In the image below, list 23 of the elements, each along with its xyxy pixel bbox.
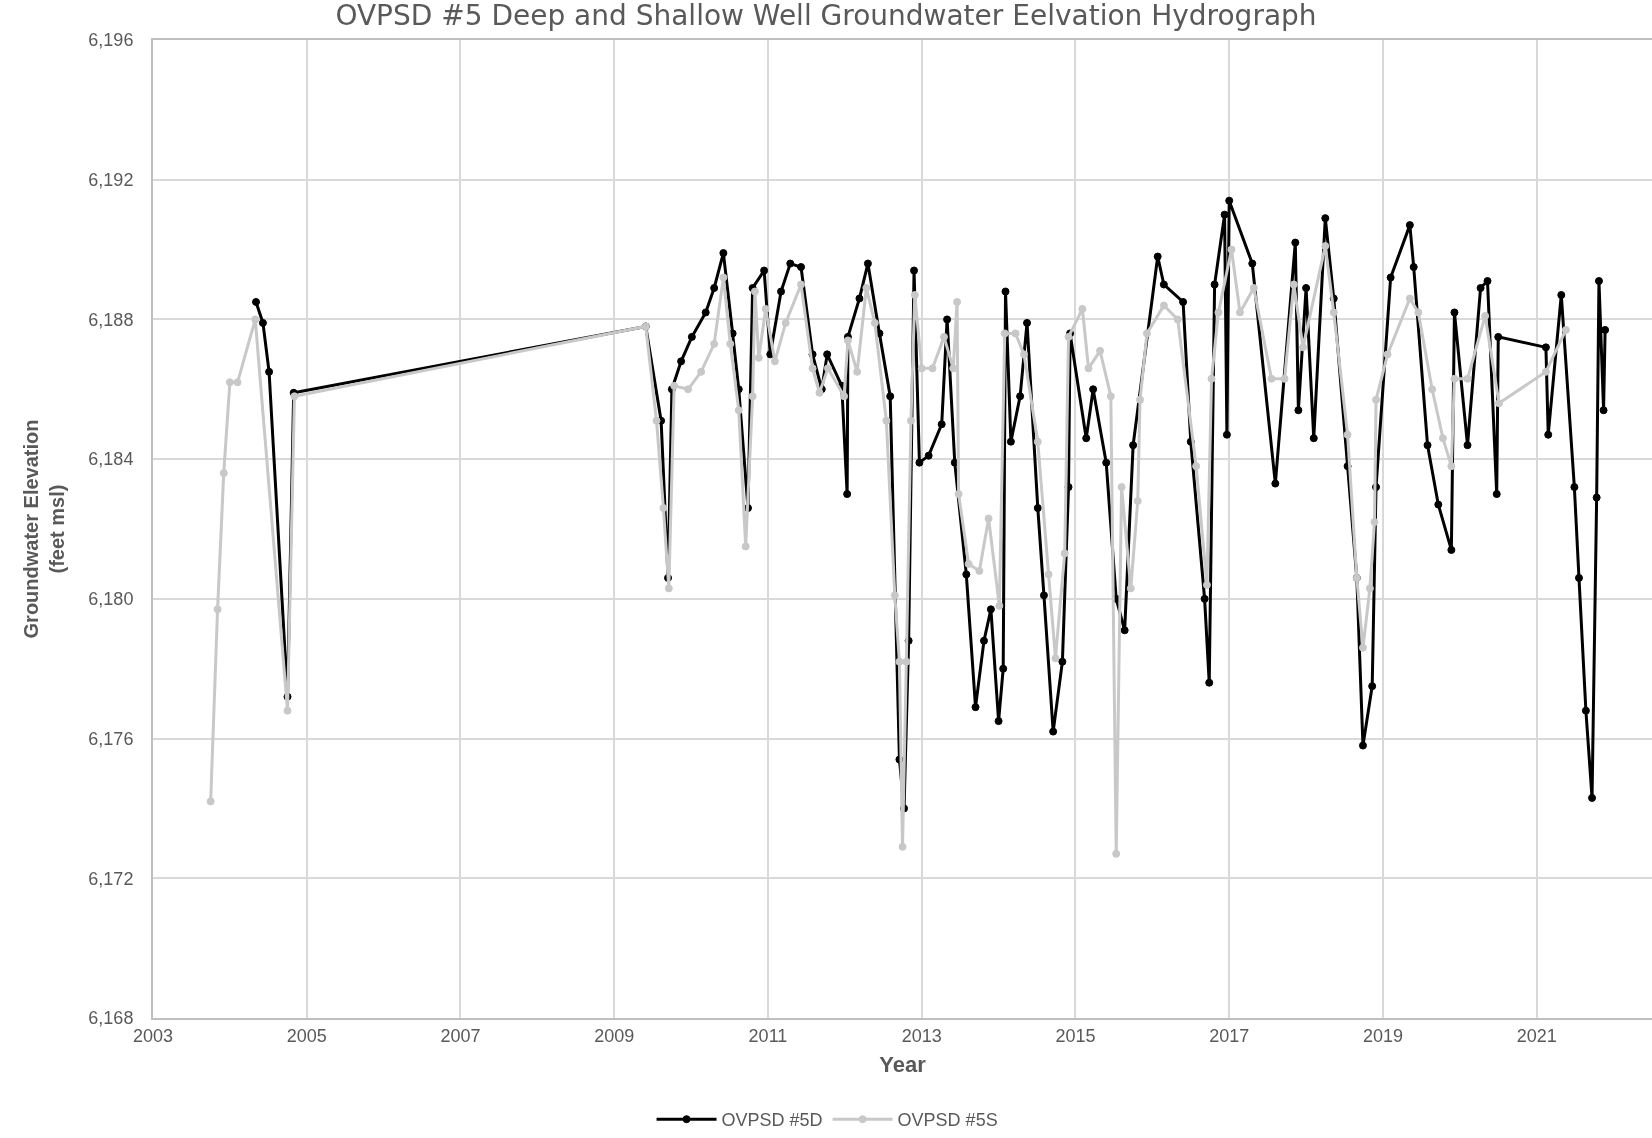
y-tick-label: 6,180	[88, 589, 134, 610]
x-axis-title: Year	[879, 1052, 927, 1077]
x-tick-label: 2017	[1209, 1025, 1250, 1046]
y-tick-label: 6,184	[88, 449, 134, 470]
legend-label: OVPSD #5S	[897, 1110, 998, 1131]
y-tick-label: 6,188	[88, 309, 134, 330]
x-tick-label: 2011	[748, 1025, 788, 1046]
x-tick-label: 2015	[1055, 1025, 1096, 1046]
x-tick-label: 2005	[286, 1025, 327, 1046]
x-tick-label: 2013	[901, 1025, 942, 1046]
y-tick-label: 6,196	[88, 30, 134, 51]
x-tick-label: 2003	[132, 1025, 174, 1046]
y-tick-label: 6,176	[88, 728, 134, 749]
x-tick-label: 2009	[594, 1025, 635, 1046]
legend-label: OVPSD #5D	[721, 1110, 823, 1131]
chart-title: OVPSD #5 Deep and Shallow Well Groundwater Eelvation Hydrograph	[335, 0, 1317, 33]
x-tick-label: 2019	[1362, 1025, 1403, 1046]
x-tick-label: 2007	[440, 1025, 481, 1046]
x-tick-label: 2021	[1516, 1025, 1557, 1046]
y-tick-label: 6,192	[88, 170, 134, 191]
y-tick-label: 6,172	[88, 868, 134, 889]
y-axis-title: Groundwater Elevation (feet msl)	[20, 419, 69, 639]
y-tick-label: 6,168	[88, 1008, 134, 1029]
